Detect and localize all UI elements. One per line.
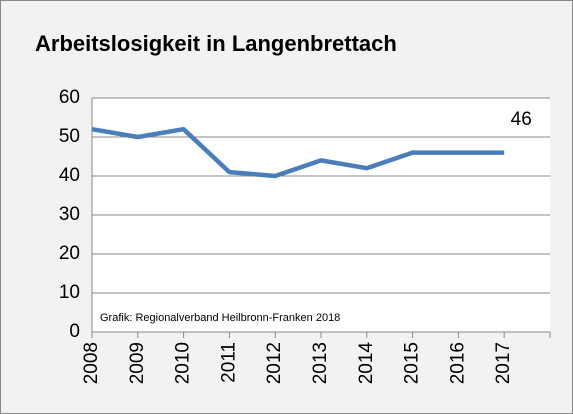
x-tick-label: 2015 <box>402 342 423 384</box>
data-label: 46 <box>511 109 532 130</box>
y-tick-label: 0 <box>69 321 80 342</box>
line <box>91 126 505 179</box>
x-tick-label: 2009 <box>127 342 148 384</box>
x-tick-label: 2014 <box>356 342 377 385</box>
y-tick-label: 20 <box>59 243 80 264</box>
y-tick-label: 10 <box>59 282 80 303</box>
annotation: Grafik: Regionalverband Heilbronn-Franke… <box>100 312 340 324</box>
x-tick-label: 2010 <box>173 342 194 384</box>
y-tick-label: 40 <box>59 165 80 186</box>
y-tick-label: 30 <box>59 204 80 225</box>
chart-title: Arbeitslosigkeit in Langenbrettach <box>35 31 397 56</box>
x-tick-label: 2013 <box>310 342 331 384</box>
data-label-box <box>498 106 545 132</box>
y-tick-label: 60 <box>59 87 80 108</box>
x-tick-label: 2008 <box>81 342 102 384</box>
x-tick-label: 2016 <box>447 342 468 384</box>
x-tick-label: 2012 <box>264 342 285 384</box>
x-tick-label: 2011 <box>218 342 239 383</box>
x-tick-label: 2017 <box>493 342 514 384</box>
y-tick-label: 50 <box>59 126 80 147</box>
